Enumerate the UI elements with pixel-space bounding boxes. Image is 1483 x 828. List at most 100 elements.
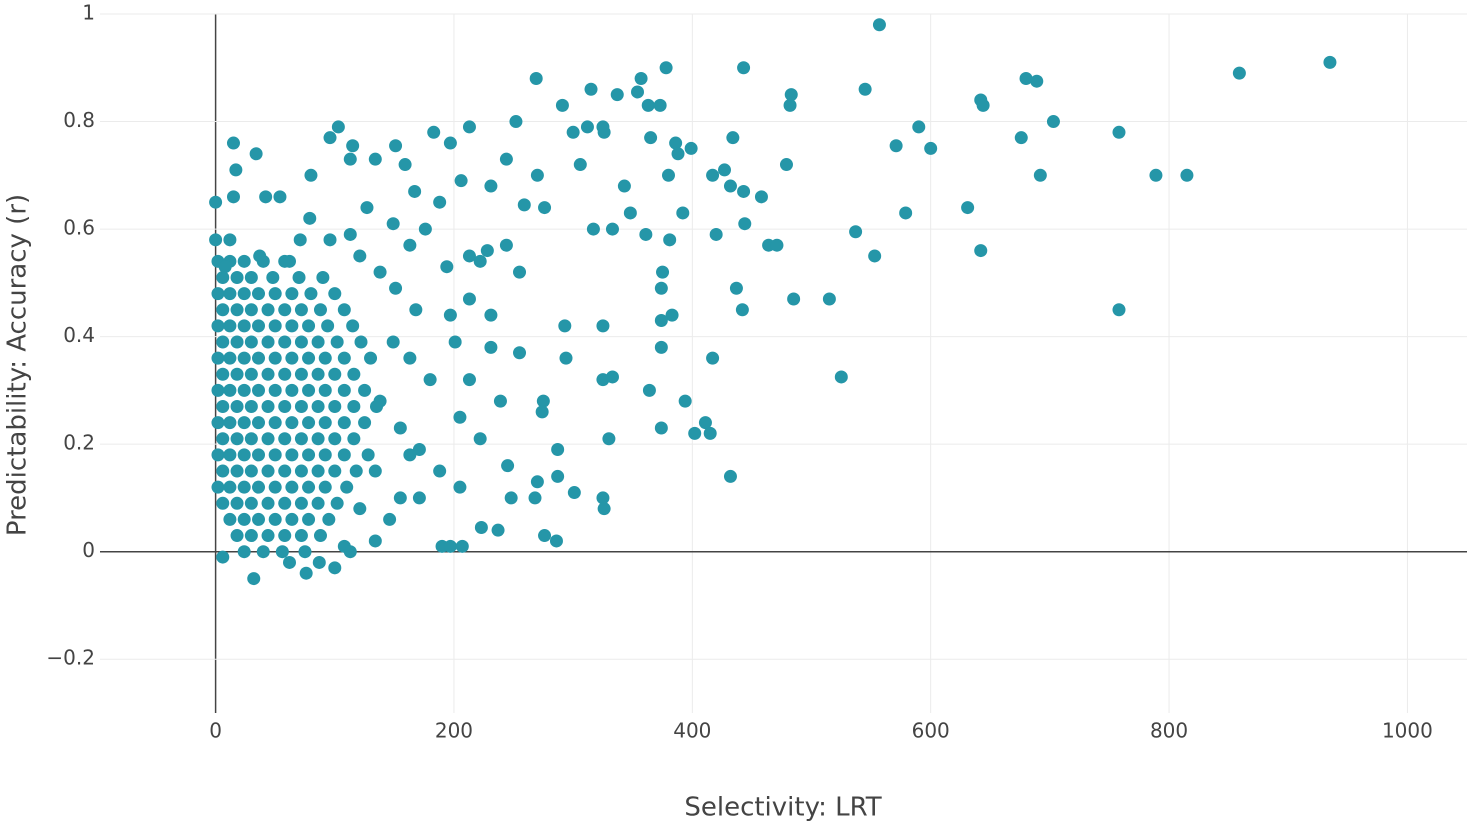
scatter-point bbox=[244, 367, 258, 381]
scatter-point bbox=[872, 18, 886, 32]
scatter-point bbox=[453, 410, 467, 424]
scatter-point bbox=[299, 566, 313, 580]
scatter-point bbox=[211, 319, 225, 333]
scatter-point bbox=[347, 400, 361, 414]
scatter-point bbox=[285, 351, 299, 365]
scatter-point bbox=[244, 432, 258, 446]
scatter-point bbox=[353, 502, 367, 516]
scatter-point bbox=[337, 351, 351, 365]
scatter-point bbox=[671, 147, 685, 161]
scatter-point bbox=[209, 233, 223, 247]
scatter-point bbox=[211, 383, 225, 397]
scatter-point bbox=[551, 443, 565, 457]
scatter-point bbox=[294, 432, 308, 446]
scatter-point bbox=[237, 351, 251, 365]
scatter-point bbox=[302, 416, 316, 430]
scatter-point bbox=[223, 448, 237, 462]
scatter-point bbox=[530, 168, 544, 182]
scatter-point bbox=[484, 308, 498, 322]
scatter-point bbox=[237, 254, 251, 268]
points-layer bbox=[209, 18, 1337, 586]
scatter-point bbox=[343, 152, 357, 166]
scatter-point bbox=[961, 201, 975, 215]
scatter-point bbox=[889, 139, 903, 153]
scatter-point bbox=[602, 432, 616, 446]
scatter-point bbox=[223, 319, 237, 333]
scatter-point bbox=[237, 545, 251, 559]
scatter-point bbox=[230, 335, 244, 349]
scatter-point bbox=[268, 351, 282, 365]
scatter-point bbox=[230, 464, 244, 478]
scatter-point bbox=[631, 85, 645, 99]
scatter-point bbox=[706, 351, 720, 365]
scatter-point bbox=[285, 319, 299, 333]
scatter-point bbox=[698, 416, 712, 430]
scatter-point bbox=[302, 319, 316, 333]
scatter-point bbox=[285, 287, 299, 301]
scatter-point bbox=[559, 351, 573, 365]
scatter-point bbox=[641, 98, 655, 112]
scatter-point bbox=[462, 373, 476, 387]
scatter-point bbox=[676, 206, 690, 220]
scatter-point bbox=[784, 88, 798, 102]
scatter-point bbox=[285, 512, 299, 526]
scatter-point bbox=[403, 448, 417, 462]
scatter-point bbox=[268, 448, 282, 462]
scatter-point bbox=[412, 443, 426, 457]
scatter-point bbox=[849, 225, 863, 239]
scatter-point bbox=[737, 61, 751, 75]
scatter-point bbox=[1030, 74, 1044, 88]
y-tick-label: 0.4 bbox=[63, 323, 95, 347]
scatter-point bbox=[223, 383, 237, 397]
scatter-point bbox=[209, 195, 223, 209]
scatter-point bbox=[293, 233, 307, 247]
scatter-point bbox=[653, 98, 667, 112]
scatter-point bbox=[294, 529, 308, 543]
scatter-point bbox=[244, 496, 258, 510]
scatter-point bbox=[1112, 303, 1126, 317]
scatter-point bbox=[551, 469, 565, 483]
scatter-point bbox=[976, 98, 990, 112]
scatter-point bbox=[223, 480, 237, 494]
scatter-point bbox=[1046, 115, 1060, 129]
scatter-point bbox=[723, 179, 737, 193]
scatter-point bbox=[230, 529, 244, 543]
scatter-point bbox=[229, 163, 243, 177]
scatter-point bbox=[268, 480, 282, 494]
scatter-point bbox=[343, 545, 357, 559]
scatter-point bbox=[252, 448, 266, 462]
x-tick-label: 800 bbox=[1150, 719, 1188, 743]
scatter-point bbox=[726, 131, 740, 145]
scatter-point bbox=[513, 346, 527, 360]
scatter-point bbox=[373, 265, 387, 279]
scatter-point bbox=[412, 491, 426, 505]
scatter-point bbox=[654, 421, 668, 435]
scatter-point bbox=[787, 292, 801, 306]
scatter-point bbox=[311, 464, 325, 478]
scatter-point bbox=[373, 394, 387, 408]
scatter-point bbox=[347, 367, 361, 381]
scatter-point bbox=[1112, 125, 1126, 139]
scatter-point bbox=[285, 480, 299, 494]
scatter-point bbox=[223, 512, 237, 526]
scatter-point bbox=[275, 545, 289, 559]
scatter-point bbox=[509, 115, 523, 129]
scatter-point bbox=[252, 416, 266, 430]
scatter-point bbox=[639, 227, 653, 241]
x-tick-label: 400 bbox=[673, 719, 711, 743]
scatter-point bbox=[259, 190, 273, 204]
scatter-point bbox=[278, 496, 292, 510]
scatter-point bbox=[389, 139, 403, 153]
scatter-point bbox=[530, 475, 544, 489]
scatter-point bbox=[586, 222, 600, 236]
scatter-point bbox=[268, 416, 282, 430]
scatter-point bbox=[247, 572, 261, 586]
scatter-point bbox=[408, 184, 422, 198]
scatter-point bbox=[256, 545, 270, 559]
scatter-point bbox=[433, 464, 447, 478]
scatter-point bbox=[261, 400, 275, 414]
scatter-point bbox=[318, 416, 332, 430]
scatter-point bbox=[216, 400, 230, 414]
scatter-point bbox=[654, 281, 668, 295]
